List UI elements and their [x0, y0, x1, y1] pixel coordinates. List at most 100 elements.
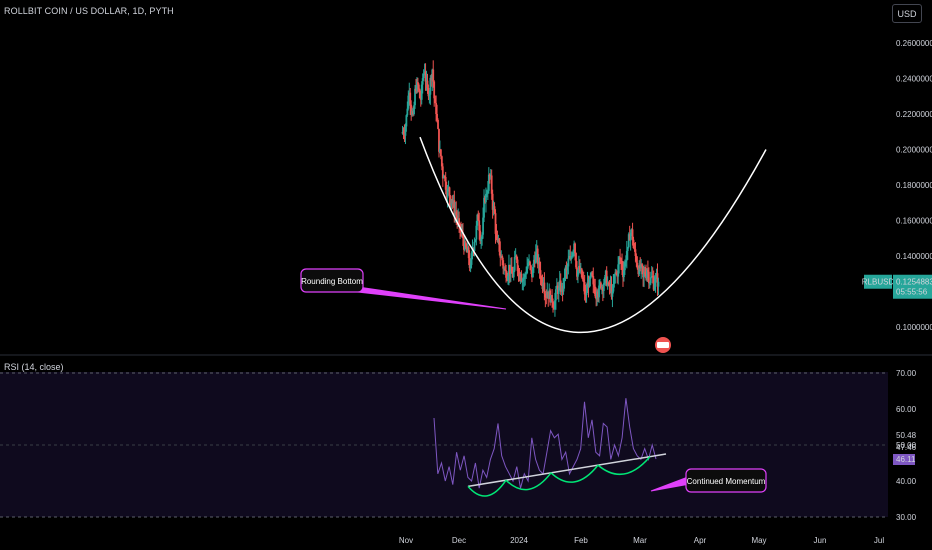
- symbol-badge-label: RLBUSD: [862, 278, 895, 287]
- candle-body: [614, 272, 617, 275]
- candle-body: [421, 78, 424, 85]
- candle-body: [556, 285, 559, 294]
- candle-body: [544, 293, 547, 298]
- candle-body: [559, 280, 562, 292]
- callout-label: Continued Momentum: [687, 477, 766, 486]
- candle-body: [647, 271, 650, 284]
- candle-body: [404, 126, 407, 136]
- candle-body: [415, 88, 417, 92]
- candle-body: [447, 187, 450, 189]
- candle-body: [581, 277, 584, 280]
- candle-body: [611, 291, 614, 297]
- rsi-readout: 50.48: [896, 431, 917, 440]
- x-tick-label: 2024: [510, 536, 528, 545]
- candle-body: [461, 232, 463, 234]
- candle-body: [538, 261, 541, 271]
- candle-body: [562, 278, 565, 292]
- continued-momentum-callout[interactable]: Continued Momentum: [650, 468, 767, 493]
- candle-body: [596, 291, 599, 300]
- candle-body: [496, 235, 499, 242]
- candle-body: [521, 280, 524, 282]
- candle-body: [646, 270, 649, 272]
- candle-body: [566, 266, 569, 271]
- x-tick-label: Feb: [574, 536, 588, 545]
- candle-body: [542, 282, 545, 290]
- candle-body: [560, 286, 563, 292]
- candle-body: [558, 280, 561, 288]
- candle-body: [646, 270, 648, 279]
- candle-body: [508, 264, 510, 276]
- candle-body: [602, 283, 605, 292]
- candle-body: [422, 73, 425, 79]
- countdown-value: 05:55:56: [896, 288, 928, 297]
- candle-body: [525, 273, 528, 275]
- candle-body: [416, 82, 419, 85]
- candle-body: [529, 261, 531, 266]
- rsi-higher-low-arc: [467, 479, 507, 497]
- candle-body: [631, 229, 634, 240]
- candle-body: [652, 277, 655, 290]
- candle-body: [619, 257, 622, 260]
- event-flag-icon[interactable]: [655, 337, 671, 353]
- candle-body: [451, 199, 454, 204]
- candle-body: [410, 104, 413, 115]
- candle-body: [519, 273, 522, 281]
- candle-body: [518, 271, 521, 281]
- currency-button[interactable]: USD: [892, 4, 922, 23]
- candle-body: [635, 256, 638, 263]
- symbol-title[interactable]: ROLLBIT COIN / US DOLLAR, 1D, PYTH: [4, 6, 174, 16]
- candle-body: [615, 272, 618, 274]
- candle-body: [464, 242, 467, 247]
- candle-body: [637, 268, 640, 275]
- candle-body: [469, 264, 472, 268]
- candle-body: [477, 214, 480, 221]
- candle-body: [612, 283, 615, 292]
- candle-body: [405, 115, 408, 127]
- rsi-trendline[interactable]: [467, 453, 667, 488]
- candle-body: [640, 264, 643, 269]
- candle-body: [597, 291, 599, 298]
- candle-body: [462, 238, 465, 250]
- candle-body: [457, 218, 460, 222]
- candle-body: [430, 77, 433, 81]
- candle-body: [586, 282, 589, 293]
- x-tick-label: Jun: [814, 536, 827, 545]
- candle-body: [455, 211, 458, 216]
- last-price-value: 0.12548835: [896, 278, 932, 287]
- rounding-bottom-callout[interactable]: Rounding Bottom: [300, 268, 507, 310]
- candle-body: [473, 241, 476, 251]
- candle-body: [412, 111, 415, 114]
- price-badge: [893, 274, 932, 299]
- candle-body: [653, 282, 656, 290]
- candle-body: [545, 297, 548, 299]
- candle-body: [433, 81, 436, 99]
- candle-body: [419, 98, 422, 100]
- candle-body: [456, 215, 459, 222]
- candle-body: [508, 264, 511, 274]
- rsi-current-value: 46.11: [896, 455, 916, 464]
- candle-body: [651, 276, 654, 278]
- x-tick-label: Jul: [874, 536, 884, 545]
- candle-body: [475, 225, 478, 240]
- candle-body: [481, 234, 484, 240]
- rsi-indicator-title[interactable]: RSI (14, close): [4, 362, 64, 372]
- candle-body: [478, 220, 481, 231]
- rounding-bottom-curve[interactable]: [419, 136, 767, 334]
- candle-body: [608, 284, 611, 286]
- candle-body: [494, 213, 497, 234]
- candle-body: [484, 197, 486, 203]
- candle-body: [465, 246, 468, 253]
- candle-body: [607, 283, 610, 285]
- candle-body: [450, 199, 453, 206]
- rsi-readout: 47.46: [896, 443, 917, 452]
- candle-body: [439, 149, 441, 152]
- candle-body: [600, 282, 602, 288]
- candle-body: [604, 270, 607, 278]
- candle-body: [555, 285, 558, 290]
- candle-body: [416, 82, 418, 92]
- candle-body: [592, 276, 595, 285]
